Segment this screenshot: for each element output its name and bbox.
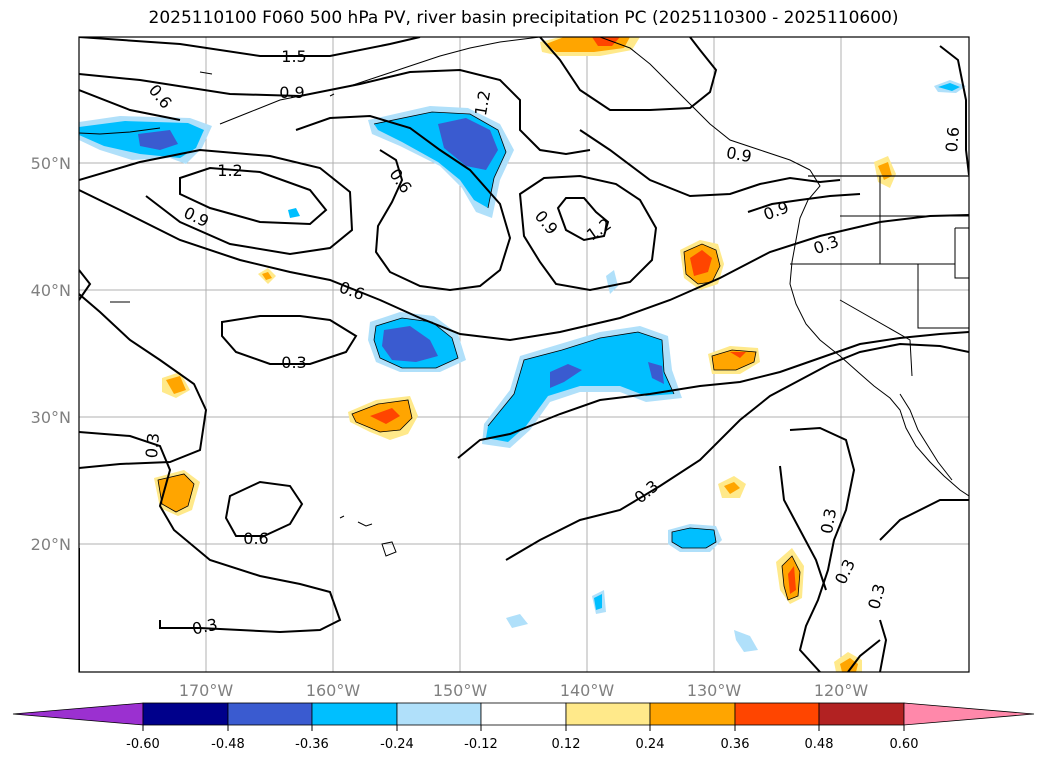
lat-tick-label: 50°N [31,154,71,173]
colorbar-tick-label: 0.36 [721,737,750,752]
contour-0-6-gulf [295,114,512,292]
contour-label: 0.3 [190,615,219,639]
contour-0-6-south [224,480,304,537]
coastlines [79,37,969,557]
colorbar-tick-label: -0.24 [380,737,414,752]
negative-precip-shading [79,80,966,652]
contour-0-3-east-loop [789,426,856,672]
colorbar-segment [565,702,651,726]
westcoast [789,169,969,497]
lon-tick-label: 170°W [179,681,234,700]
contour-1-2-gulf [539,37,718,111]
alaska-coast [219,37,541,125]
colorbar-segment [227,702,313,726]
map-frame [78,36,970,673]
lon-tick-label: 160°W [306,681,361,700]
lon-tick-label: 120°W [814,681,869,700]
colorbar-tick-label: -0.12 [464,737,498,752]
colorbar-tick-label: -0.48 [211,737,245,752]
colorbar-extend-high [903,702,1035,726]
contour-0-6-north [79,89,181,121]
lon-axis: 170°W 160°W 150°W 140°W 130°W 120°W [179,681,869,700]
colorbar-tick-label: 0.24 [636,737,665,752]
colorbar-tick-label: -0.36 [295,737,329,752]
contour-0-9-north [79,68,591,156]
contour-0-3-loop [221,315,358,365]
colorbar-tick-label: 0.60 [890,737,919,752]
colorbar-segment [649,702,736,726]
lon-tick-label: 140°W [560,681,615,700]
colorbar: -0.60 -0.48 -0.36 -0.24 -0.12 0.12 0.24 … [12,702,1035,752]
colorbar-ticks [142,725,905,731]
lon-tick-label: 150°W [433,681,488,700]
colorbar-segment [396,702,482,726]
contour-0-3-south [79,431,342,634]
contour-label: 0.9 [725,143,753,166]
contour-label: 0.3 [142,432,163,459]
contour-label: 0.9 [279,83,304,102]
colorbar-segment [142,702,229,726]
contour-label: 0.3 [817,507,840,535]
contour-label: 1.2 [471,89,494,117]
lon-tick-label: 130°W [687,681,742,700]
map-title: 2025110100 F060 500 hPa PV, river basin … [148,8,899,28]
contour-label: 0.6 [942,126,963,153]
contour-0-3-trop [505,342,969,561]
colorbar-segment [480,702,567,726]
contour-0-9-west [79,148,354,256]
colorbar-tick-label: -0.60 [126,737,160,752]
contour-0-3-west [79,293,208,469]
colorbar-tick-label: 0.12 [552,737,581,752]
contour-1-2-west [179,166,328,226]
pv-contours [79,37,969,672]
lat-axis: 50°N 40°N 30°N 20°N [31,154,71,554]
contour-label: 1.5 [281,47,306,66]
contour-0-6-mid [79,189,969,342]
contour-0-9-coast [579,129,841,198]
colorbar-segment [818,702,905,726]
colorbar-extend-low [12,702,144,726]
contour-0-9-east [518,174,658,292]
contour-0-3-central [457,331,969,459]
lat-tick-label: 30°N [31,408,71,427]
shade-outlines [157,111,801,601]
contour-label: 0.6 [243,529,268,548]
contour-label: 1.2 [217,161,242,180]
contour-1-2-east [556,197,610,242]
contour-label: 0.3 [281,353,306,372]
contour-1-5 [79,37,421,57]
lat-tick-label: 40°N [31,281,71,300]
colorbar-segment [311,702,398,726]
colorbar-tick-label: 0.48 [805,737,834,752]
lat-tick-label: 20°N [31,535,71,554]
colorbar-segment [734,702,820,726]
